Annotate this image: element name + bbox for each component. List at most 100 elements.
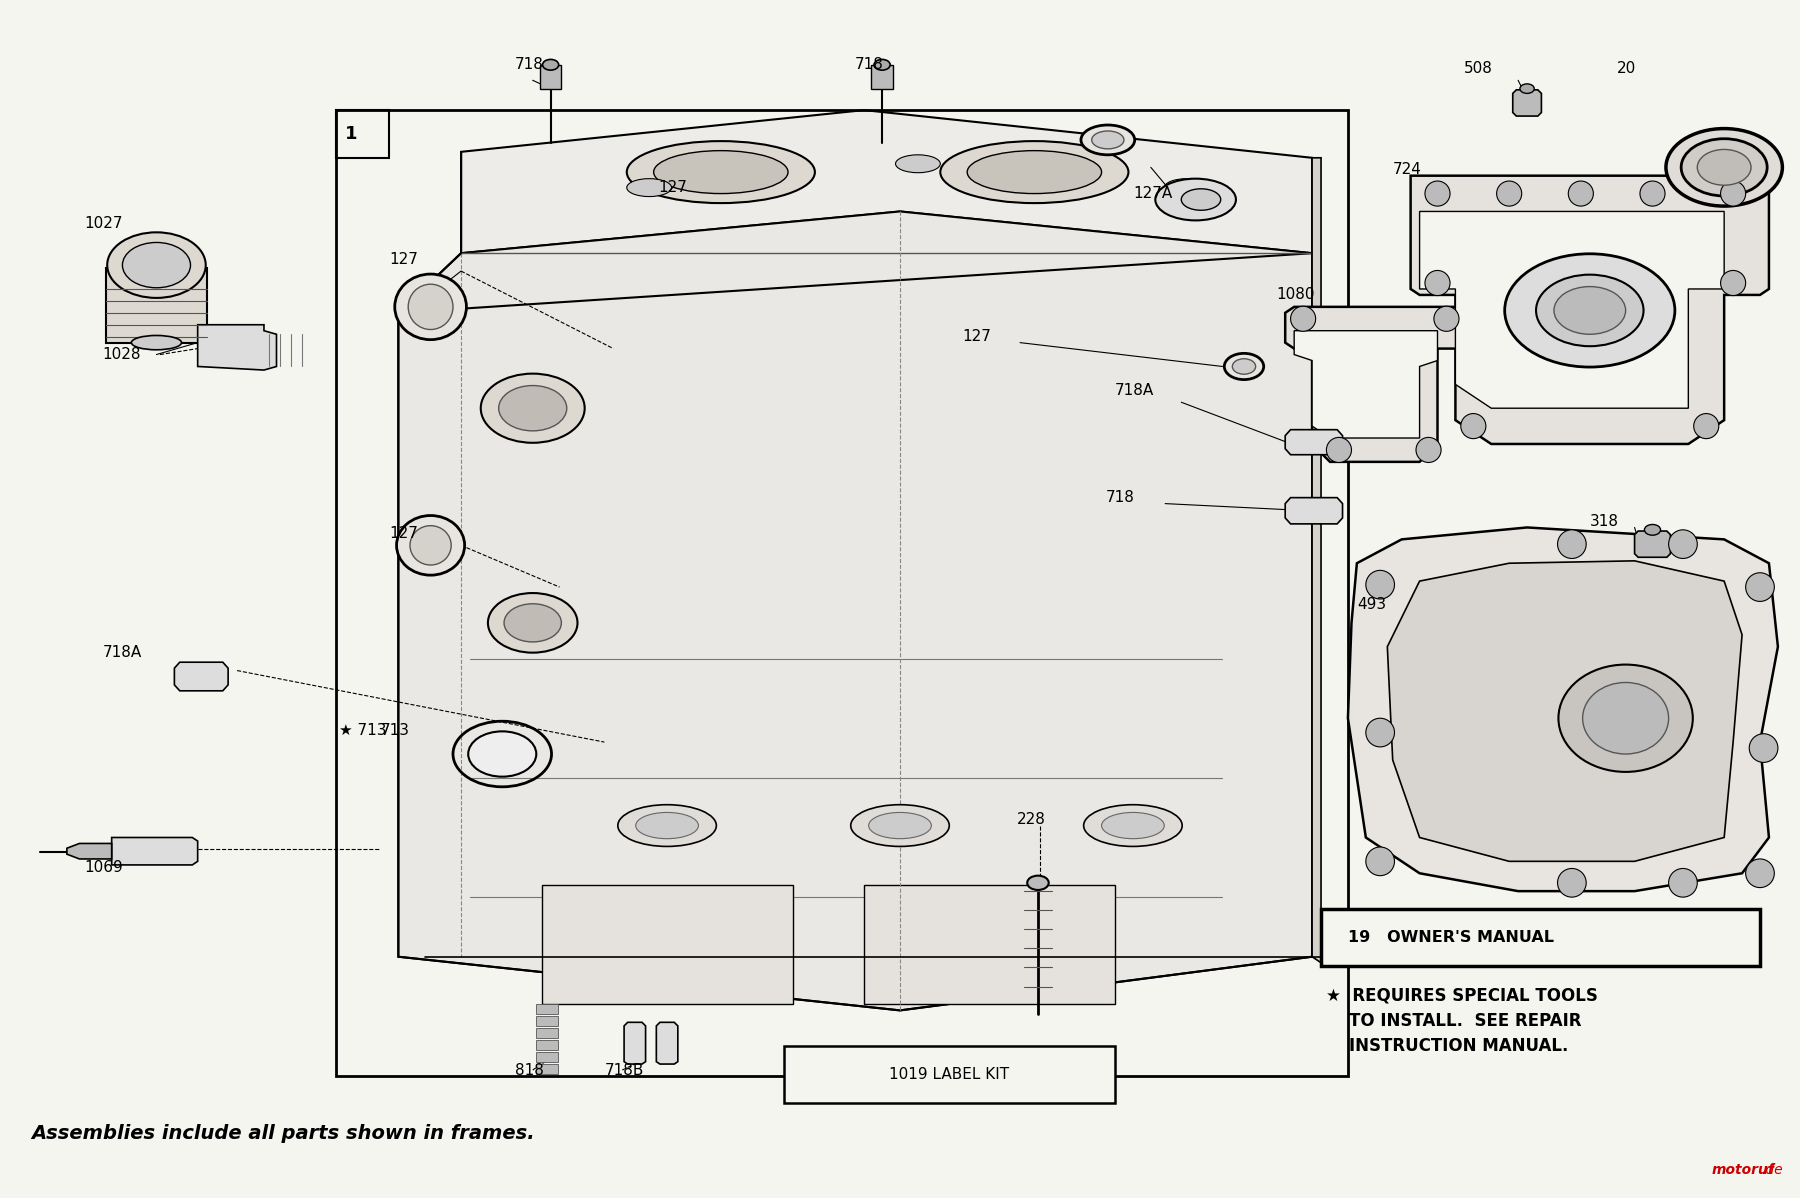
Circle shape — [1750, 733, 1778, 762]
Circle shape — [1557, 869, 1586, 897]
Bar — [783, 1046, 1114, 1103]
Text: 718B: 718B — [605, 1063, 644, 1077]
Polygon shape — [1312, 158, 1321, 963]
Circle shape — [1462, 413, 1485, 438]
Text: 718: 718 — [1105, 490, 1136, 506]
Text: .de: .de — [1762, 1163, 1784, 1178]
Ellipse shape — [1224, 353, 1264, 380]
Bar — [335, 110, 1348, 1076]
Ellipse shape — [869, 812, 931, 839]
Circle shape — [1694, 413, 1719, 438]
Ellipse shape — [396, 515, 464, 575]
Text: 1027: 1027 — [85, 216, 122, 231]
Polygon shape — [1348, 527, 1778, 891]
Bar — [536, 1064, 558, 1073]
Ellipse shape — [653, 151, 788, 194]
Text: 127: 127 — [389, 252, 418, 267]
Text: 127: 127 — [963, 329, 992, 344]
Ellipse shape — [542, 60, 558, 71]
Text: 1: 1 — [344, 125, 356, 143]
Circle shape — [1721, 181, 1746, 206]
Ellipse shape — [122, 242, 191, 288]
Text: 718A: 718A — [1114, 383, 1154, 398]
Circle shape — [1366, 570, 1395, 599]
Ellipse shape — [1697, 150, 1751, 186]
Text: 508: 508 — [1465, 61, 1494, 75]
Ellipse shape — [1582, 683, 1669, 754]
Circle shape — [1721, 271, 1746, 296]
Ellipse shape — [1102, 812, 1165, 839]
Text: 20: 20 — [1616, 61, 1636, 75]
Ellipse shape — [1519, 84, 1534, 93]
Ellipse shape — [626, 141, 815, 204]
Ellipse shape — [1093, 131, 1123, 149]
Text: 127: 127 — [659, 180, 688, 195]
Ellipse shape — [1181, 189, 1220, 211]
Ellipse shape — [626, 179, 671, 196]
Ellipse shape — [896, 155, 940, 173]
Text: Assemblies include all parts shown in frames.: Assemblies include all parts shown in fr… — [31, 1124, 535, 1143]
Polygon shape — [1420, 212, 1724, 409]
Ellipse shape — [108, 232, 205, 298]
Polygon shape — [398, 152, 1312, 1010]
Ellipse shape — [635, 812, 698, 839]
Text: 818: 818 — [515, 1063, 544, 1077]
Ellipse shape — [1165, 179, 1210, 196]
Text: 1028: 1028 — [103, 347, 140, 362]
Text: 713: 713 — [380, 722, 409, 738]
Circle shape — [1426, 271, 1451, 296]
Text: 1080: 1080 — [1276, 288, 1314, 302]
Polygon shape — [1294, 331, 1438, 438]
Ellipse shape — [1681, 139, 1768, 196]
Polygon shape — [175, 662, 229, 691]
Ellipse shape — [875, 60, 891, 71]
Circle shape — [1366, 847, 1395, 876]
Text: 718: 718 — [855, 58, 884, 72]
Text: 19   OWNER'S MANUAL: 19 OWNER'S MANUAL — [1348, 930, 1553, 945]
Polygon shape — [1388, 561, 1742, 861]
Ellipse shape — [967, 151, 1102, 194]
Circle shape — [1557, 530, 1586, 558]
Text: 718A: 718A — [103, 646, 142, 660]
Bar — [335, 110, 389, 158]
Circle shape — [1496, 181, 1521, 206]
Ellipse shape — [940, 141, 1129, 204]
Polygon shape — [1285, 307, 1465, 462]
Polygon shape — [1285, 430, 1343, 455]
Ellipse shape — [1645, 525, 1661, 536]
Ellipse shape — [410, 526, 452, 565]
Ellipse shape — [488, 593, 578, 653]
Circle shape — [1435, 307, 1460, 332]
Circle shape — [1669, 530, 1697, 558]
Polygon shape — [657, 1022, 679, 1064]
Ellipse shape — [468, 731, 536, 776]
Bar — [536, 1016, 558, 1025]
Polygon shape — [198, 325, 277, 370]
Polygon shape — [461, 110, 1312, 253]
Polygon shape — [1285, 497, 1343, 524]
Ellipse shape — [1082, 125, 1134, 155]
Ellipse shape — [1028, 876, 1049, 890]
Ellipse shape — [1553, 286, 1625, 334]
Circle shape — [1426, 181, 1451, 206]
Ellipse shape — [1156, 179, 1237, 220]
Polygon shape — [625, 1022, 646, 1064]
Text: 127A: 127A — [1132, 186, 1172, 201]
Text: 127: 127 — [389, 526, 418, 541]
Polygon shape — [112, 837, 198, 865]
Text: 718: 718 — [515, 58, 544, 72]
Circle shape — [1568, 181, 1593, 206]
Text: motoruf: motoruf — [1712, 1163, 1775, 1178]
Circle shape — [1366, 719, 1395, 746]
Ellipse shape — [409, 284, 454, 329]
Text: 1069: 1069 — [85, 860, 124, 875]
Polygon shape — [1411, 176, 1769, 444]
Ellipse shape — [504, 604, 562, 642]
Polygon shape — [67, 843, 112, 859]
Ellipse shape — [1505, 254, 1674, 367]
Ellipse shape — [1559, 665, 1692, 772]
Circle shape — [1291, 307, 1316, 332]
Text: 493: 493 — [1357, 598, 1386, 612]
Circle shape — [1640, 181, 1665, 206]
Circle shape — [1417, 437, 1442, 462]
